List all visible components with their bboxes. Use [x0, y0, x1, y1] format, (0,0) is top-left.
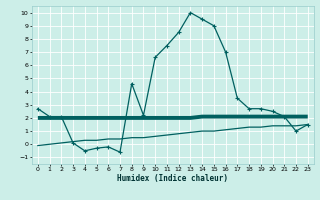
- X-axis label: Humidex (Indice chaleur): Humidex (Indice chaleur): [117, 174, 228, 183]
